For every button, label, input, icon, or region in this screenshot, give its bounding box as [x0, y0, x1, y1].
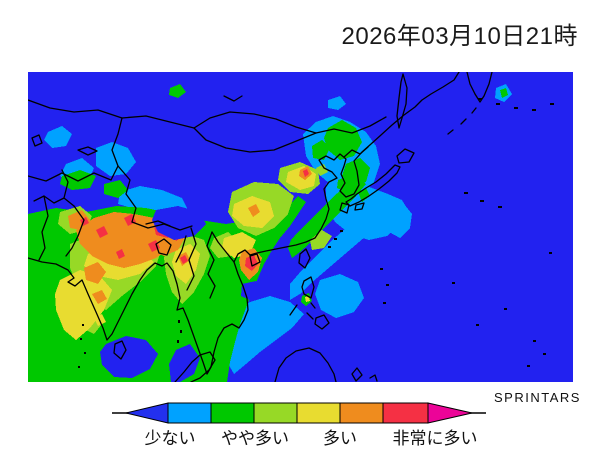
legend-colorbar [112, 402, 486, 424]
legend-label-somewhat-high: やや多い [221, 429, 289, 448]
legend-labels: 少ない やや多い 多い 非常に多い [0, 424, 600, 448]
aerosol-map [28, 72, 573, 382]
legend-label-low: 少ない [144, 429, 196, 448]
legend-swatch-4 [296, 402, 341, 424]
aerosol-map-container [28, 72, 573, 382]
legend-label-very-high: 非常に多い [392, 429, 478, 448]
sprintars-credit: SPRINTARS [494, 390, 581, 405]
legend-arrow-low [125, 402, 169, 424]
coastline-borders [28, 72, 493, 382]
island-specks [78, 98, 554, 368]
legend-swatch-6 [382, 402, 429, 424]
legend-label-high: 多い [323, 429, 357, 448]
legend-colorbar-container [0, 395, 600, 425]
legend-swatch-3 [253, 402, 298, 424]
legend-swatch-2 [210, 402, 255, 424]
legend-swatch-5 [339, 402, 384, 424]
legend-swatch-1 [167, 402, 212, 424]
forecast-datetime-title: 2026年03月10日21時 [341, 23, 578, 50]
legend-arrow-high [427, 402, 473, 424]
